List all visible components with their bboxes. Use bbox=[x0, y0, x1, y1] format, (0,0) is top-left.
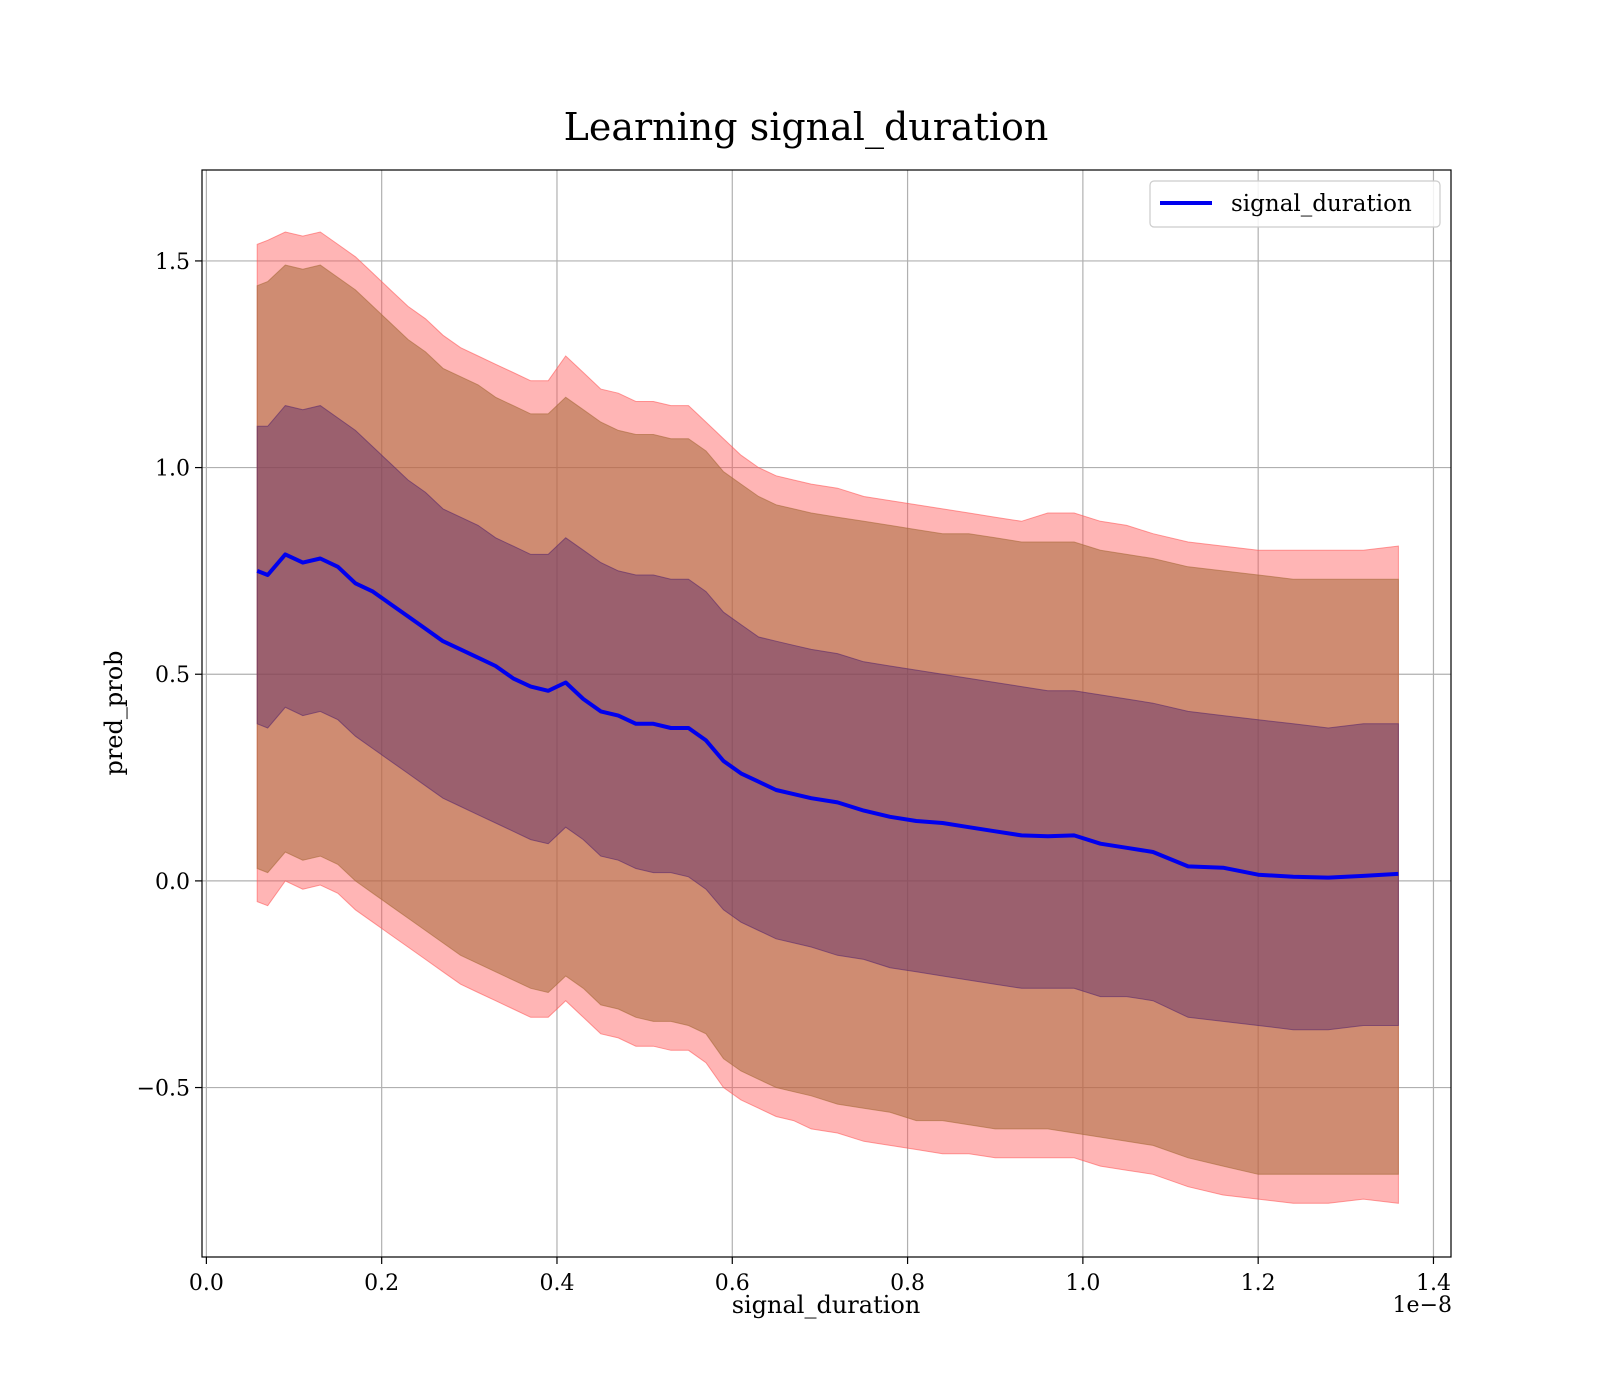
y-tick-label: 1.0 bbox=[155, 457, 190, 482]
x-tick-label: 1.2 bbox=[1241, 1271, 1276, 1296]
legend-frame bbox=[1149, 180, 1441, 228]
legend-entry-signal-duration: signal_duration bbox=[1231, 191, 1412, 217]
x-tick-label: 1.4 bbox=[1416, 1271, 1451, 1296]
lines-layer bbox=[256, 552, 1399, 880]
confidence-band-3 bbox=[256, 405, 1399, 1031]
y-axis-label: pred_prob bbox=[100, 650, 128, 775]
x-tick-label: 1.0 bbox=[1065, 1271, 1100, 1296]
x-tick-label: 0.2 bbox=[364, 1271, 399, 1296]
x-tick-label: 0.0 bbox=[189, 1271, 224, 1296]
plot-frame bbox=[201, 169, 1452, 1258]
bands-layer bbox=[256, 231, 1399, 1204]
confidence-band-2 bbox=[256, 264, 1399, 1175]
x-axis-label: signal_duration bbox=[732, 1291, 921, 1319]
legend: signal_duration bbox=[1149, 180, 1441, 228]
chart-title: Learning signal_duration bbox=[564, 105, 1049, 150]
x-axis: 0.0 0.2 0.4 0.6 0.8 1.0 1.2 1.4 bbox=[189, 1257, 1451, 1296]
x-tick-label: 0.8 bbox=[890, 1271, 925, 1296]
y-tick-label: 0.5 bbox=[155, 663, 190, 688]
y-tick-label: 0.0 bbox=[155, 870, 190, 895]
y-axis: −0.5 0.0 0.5 1.0 1.5 bbox=[137, 250, 202, 1102]
y-tick-label: 1.5 bbox=[155, 250, 190, 275]
x-offset-label: 1e−8 bbox=[1393, 1293, 1452, 1318]
x-tick-label: 0.6 bbox=[715, 1271, 750, 1296]
y-tick-label: −0.5 bbox=[137, 1077, 190, 1102]
series-line-1 bbox=[256, 552, 1399, 880]
x-tick-label: 0.4 bbox=[539, 1271, 574, 1296]
